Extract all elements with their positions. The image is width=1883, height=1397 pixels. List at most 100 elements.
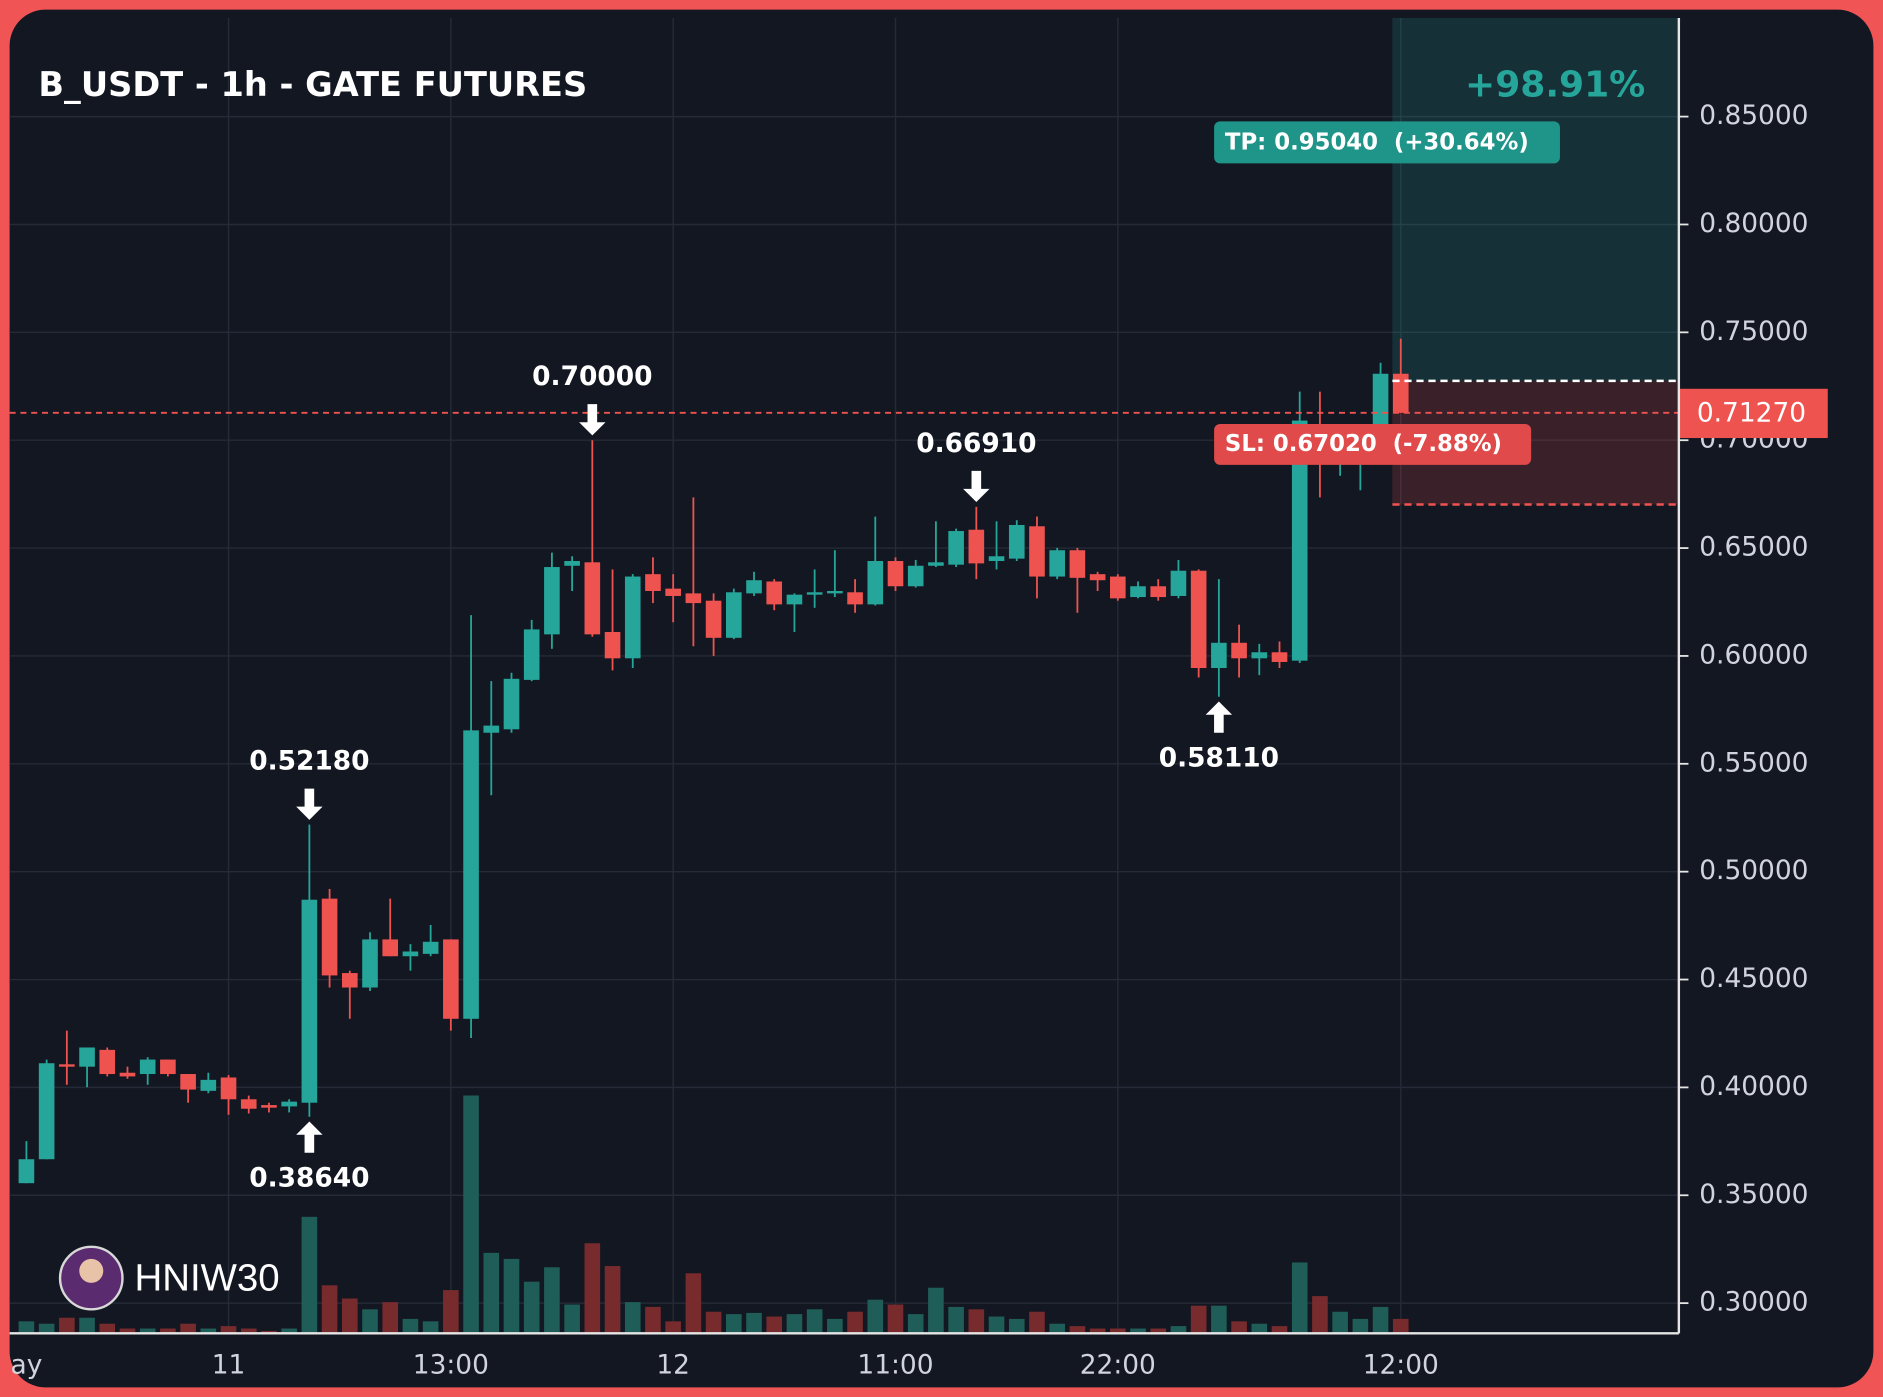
candle-body	[362, 939, 378, 988]
candle-body	[887, 561, 904, 587]
candle-body	[99, 1049, 116, 1075]
volume-bar	[1049, 1323, 1065, 1334]
candle-body	[1110, 576, 1126, 599]
candle-body	[341, 973, 358, 988]
volume-bar	[483, 1252, 500, 1334]
candle-body	[180, 1074, 196, 1090]
candle-body	[1251, 652, 1268, 659]
candle-body	[301, 899, 318, 1103]
candle-body	[725, 592, 742, 638]
last-price-label: 0.71270	[1697, 398, 1806, 429]
candle-body	[1049, 550, 1065, 577]
candle-body	[988, 556, 1005, 562]
volume-bar	[624, 1302, 641, 1334]
annotation-arrow	[296, 788, 323, 820]
candle-body	[867, 561, 884, 605]
volume-bar	[301, 1216, 318, 1334]
volume-bar	[948, 1306, 964, 1334]
annotation-arrow	[963, 470, 990, 503]
volume-bar	[1069, 1326, 1086, 1334]
volume-bar	[847, 1311, 863, 1334]
volume-bar	[99, 1323, 116, 1334]
volume-bar	[59, 1317, 75, 1334]
candle-body	[1291, 420, 1308, 661]
volume-bar	[1392, 1318, 1409, 1334]
y-tick-label: 0.30000	[1699, 1287, 1808, 1318]
volume-bar	[180, 1323, 196, 1334]
candle-body	[665, 588, 681, 596]
candle-body	[160, 1059, 176, 1075]
volume-bar	[1291, 1262, 1308, 1334]
y-tick-label: 0.40000	[1699, 1071, 1808, 1102]
volume-bar	[503, 1258, 520, 1334]
volume-bar	[1332, 1311, 1348, 1334]
volume-bar	[38, 1323, 55, 1334]
volume-bar	[1130, 1328, 1146, 1334]
annotation-label: 0.66910	[916, 428, 1036, 459]
volume-bar	[321, 1285, 338, 1334]
candle-body	[402, 951, 419, 957]
annotation-arrow	[1205, 701, 1233, 733]
candle-body	[1069, 550, 1086, 578]
tp-label: TP: 0.95040 (+30.64%)	[1225, 129, 1529, 155]
candle-body	[1231, 642, 1247, 659]
candle-body	[705, 600, 722, 638]
volume-bar	[443, 1290, 459, 1334]
candle-body	[948, 531, 964, 565]
volume-bar	[867, 1299, 884, 1334]
volume-bar	[1271, 1326, 1288, 1334]
candle-body	[422, 941, 439, 954]
volume-bar	[220, 1326, 237, 1334]
candle-body	[1211, 642, 1227, 669]
x-tick-label: 12:00	[1363, 1349, 1439, 1380]
tp-label-box	[1214, 121, 1560, 164]
candle-body	[928, 562, 944, 566]
volume-bar	[827, 1318, 843, 1334]
candle-body	[827, 591, 843, 594]
y-tick-label: 0.35000	[1699, 1179, 1808, 1210]
y-tick-label: 0.45000	[1699, 963, 1808, 994]
volume-bar	[1251, 1323, 1268, 1334]
candle-body	[139, 1059, 156, 1075]
volume-bar	[544, 1267, 560, 1334]
sl-label-box	[1214, 424, 1532, 465]
candle-body	[59, 1064, 75, 1067]
y-tick-label: 0.55000	[1699, 747, 1808, 778]
volume-bar	[806, 1309, 823, 1334]
volume-bar	[1089, 1328, 1106, 1334]
volume-bar	[1190, 1305, 1207, 1334]
candle-body	[1170, 570, 1187, 596]
volume-bar	[968, 1309, 985, 1334]
candle-body	[544, 567, 560, 635]
y-tick-label: 0.50000	[1699, 855, 1808, 886]
volume-bar	[786, 1314, 803, 1334]
volume-bar	[665, 1321, 681, 1334]
annotation-label: 0.52180	[249, 746, 369, 777]
volume-bar	[1029, 1311, 1045, 1334]
candle-body	[200, 1079, 217, 1091]
candle-body	[847, 592, 863, 605]
candle-body	[564, 561, 580, 566]
volume-bar	[1211, 1305, 1227, 1334]
volume-bar	[79, 1317, 95, 1334]
volume-bar	[1352, 1318, 1369, 1334]
volume-bar	[1150, 1328, 1167, 1334]
y-tick-label: 0.60000	[1699, 639, 1808, 670]
chart-title: B_USDT - 1h - GATE FUTURES	[38, 65, 587, 104]
sl-label: SL: 0.67020 (-7.88%)	[1225, 431, 1502, 457]
volume-bar	[139, 1328, 156, 1334]
avatar-face	[79, 1258, 104, 1283]
panel	[9, 9, 1874, 1388]
y-tick-label: 0.80000	[1699, 208, 1808, 239]
annotation-arrow	[579, 404, 606, 436]
x-tick-label: 11:00	[857, 1349, 933, 1380]
candle-body	[806, 592, 823, 595]
watermark: HNIW30	[135, 1257, 280, 1300]
volume-bar	[160, 1328, 176, 1334]
y-tick-label: 0.75000	[1699, 316, 1808, 347]
volume-bar	[422, 1321, 439, 1334]
volume-bar	[200, 1328, 217, 1334]
position-result: +98.91%	[1465, 64, 1645, 105]
candle-body	[584, 562, 601, 635]
